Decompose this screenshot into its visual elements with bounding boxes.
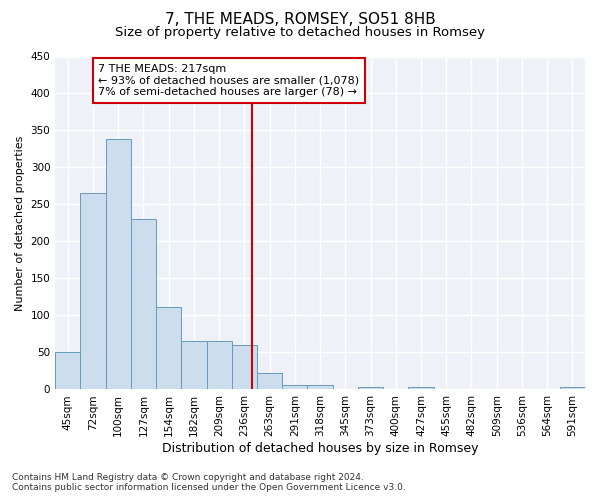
Bar [307, 385, 332, 390]
Bar [257, 373, 282, 390]
Bar [106, 140, 131, 390]
Bar [206, 342, 232, 390]
Y-axis label: Number of detached properties: Number of detached properties [15, 136, 25, 310]
Bar [131, 220, 156, 390]
Bar [156, 306, 181, 390]
Bar [181, 342, 206, 390]
Bar [282, 385, 307, 390]
Bar [80, 194, 106, 390]
Bar [560, 387, 585, 390]
Bar [232, 345, 257, 390]
Bar [358, 387, 383, 390]
Text: Contains HM Land Registry data © Crown copyright and database right 2024.
Contai: Contains HM Land Registry data © Crown c… [12, 473, 406, 492]
X-axis label: Distribution of detached houses by size in Romsey: Distribution of detached houses by size … [162, 442, 478, 455]
Bar [409, 387, 434, 390]
Text: 7, THE MEADS, ROMSEY, SO51 8HB: 7, THE MEADS, ROMSEY, SO51 8HB [164, 12, 436, 28]
Text: 7 THE MEADS: 217sqm
← 93% of detached houses are smaller (1,078)
7% of semi-deta: 7 THE MEADS: 217sqm ← 93% of detached ho… [98, 64, 359, 97]
Bar [55, 352, 80, 390]
Text: Size of property relative to detached houses in Romsey: Size of property relative to detached ho… [115, 26, 485, 39]
